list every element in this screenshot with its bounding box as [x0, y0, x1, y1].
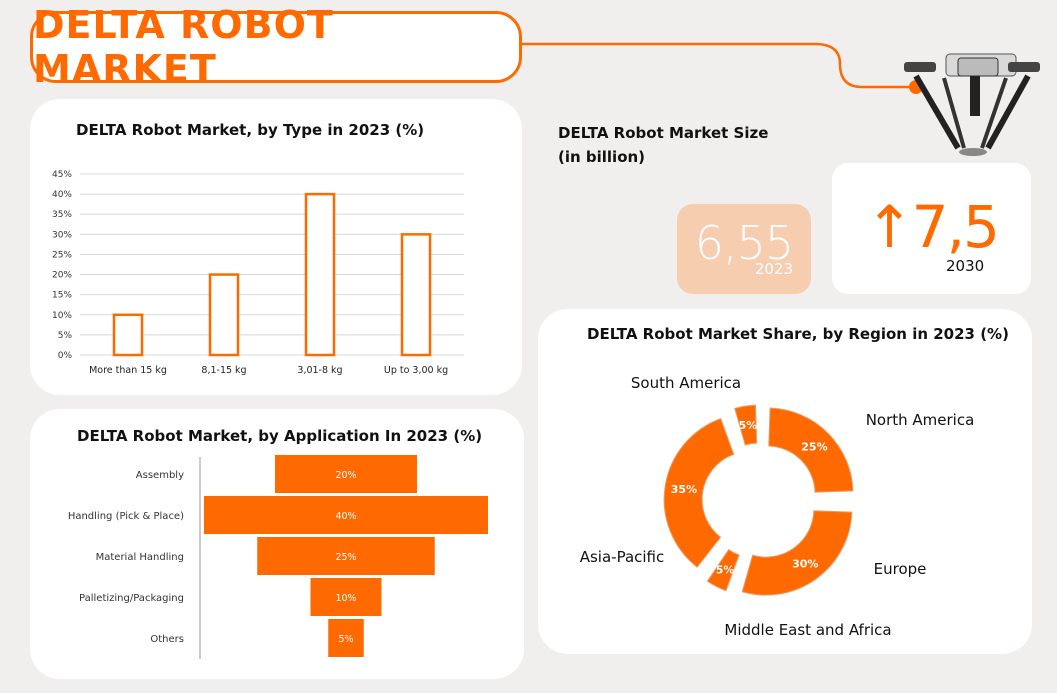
data-label: 10% — [335, 593, 356, 604]
market-size-2023-box: 6,55 2023 — [677, 204, 811, 294]
donut-slice — [734, 404, 758, 446]
application-chart-title: DELTA Robot Market, by Application In 20… — [77, 427, 483, 445]
application-bar-chart: 20% Assembly 40% Handling (Pick & Place) 25%… — [68, 455, 488, 659]
donut-slice — [663, 417, 735, 568]
market-size-2030-box: ↑7,5 2030 — [832, 163, 1031, 294]
bar — [310, 578, 382, 616]
category-label: Others — [150, 634, 184, 645]
x-tick-label: 3,01-8 kg — [297, 365, 342, 376]
x-tick-label: 8,1-15 kg — [201, 365, 246, 376]
category-label: Middle East and Africa — [724, 621, 891, 639]
data-label: 35% — [671, 483, 697, 496]
data-label: 40% — [335, 511, 356, 522]
category-label: Europe — [874, 560, 927, 578]
donut-slice — [741, 510, 853, 596]
type-chart-title: DELTA Robot Market, by Type in 2023 (%) — [76, 121, 425, 139]
y-tick-label: 40% — [52, 190, 72, 200]
category-label: Handling (Pick & Place) — [68, 511, 184, 522]
y-tick-label: 10% — [52, 311, 72, 321]
category-label: Palletizing/Packaging — [79, 593, 184, 604]
data-label: 30% — [792, 557, 818, 570]
bar — [257, 537, 435, 575]
data-label: 5% — [739, 419, 758, 432]
page-title-box: DELTA ROBOT MARKET — [30, 3, 522, 91]
market-size-2023-value: 6,55 — [694, 216, 794, 270]
market-size-2023-year: 2023 — [754, 260, 793, 278]
delta-robot-illustration — [904, 53, 1040, 156]
category-label: North America — [866, 411, 975, 429]
market-size-2030-year: 2030 — [946, 257, 985, 275]
market-size-title-line1: DELTA Robot Market Size — [558, 124, 769, 142]
x-tick-label: Up to 3,00 kg — [384, 365, 448, 376]
market-size-title-line2: (in billion) — [558, 148, 646, 166]
market-size-title: DELTA Robot Market Size (in billion) — [558, 121, 768, 169]
bar — [204, 496, 488, 534]
y-tick-label: 15% — [52, 291, 72, 301]
data-label: 25% — [801, 441, 827, 454]
data-label: 25% — [335, 552, 356, 563]
region-donut-chart: 25% North America 30% Europe 5% Middle East a… — [580, 374, 975, 639]
region-chart-card: DELTA Robot Market Share, by Region in 2… — [538, 309, 1032, 654]
y-tick-label: 5% — [58, 331, 73, 341]
bar — [112, 313, 144, 357]
x-tick-label: More than 15 kg — [89, 365, 167, 376]
bar — [208, 273, 240, 357]
type-bar-chart: 0% 5% 10% 15% 20% 25% 30% 35% 40% 45% More than 15… — [52, 170, 464, 376]
bar — [400, 233, 432, 357]
donut-slice — [768, 407, 854, 493]
y-tick-label: 35% — [52, 210, 72, 220]
type-chart-card: DELTA Robot Market, by Type in 2023 (%) … — [30, 99, 522, 395]
category-label: Asia-Pacific — [580, 548, 665, 566]
y-tick-label: 0% — [58, 351, 73, 361]
category-label: South America — [631, 374, 741, 392]
bar — [328, 619, 364, 657]
region-chart-title: DELTA Robot Market Share, by Region in 2… — [587, 325, 1009, 343]
y-tick-label: 30% — [52, 230, 72, 240]
y-tick-label: 25% — [52, 250, 72, 260]
category-label: Material Handling — [96, 552, 184, 563]
bar — [304, 192, 336, 357]
application-chart-card: DELTA Robot Market, by Application In 20… — [30, 409, 524, 679]
bar — [275, 455, 417, 493]
donut-slice — [706, 549, 740, 592]
y-tick-label: 20% — [52, 271, 72, 281]
data-label: 20% — [335, 470, 356, 481]
market-size-2030-value: ↑7,5 — [865, 193, 1000, 261]
page-title: DELTA ROBOT MARKET — [33, 3, 334, 91]
category-label: Assembly — [136, 470, 184, 481]
data-label: 5% — [716, 564, 735, 577]
data-label: 5% — [338, 634, 353, 645]
y-tick-label: 45% — [52, 170, 72, 180]
